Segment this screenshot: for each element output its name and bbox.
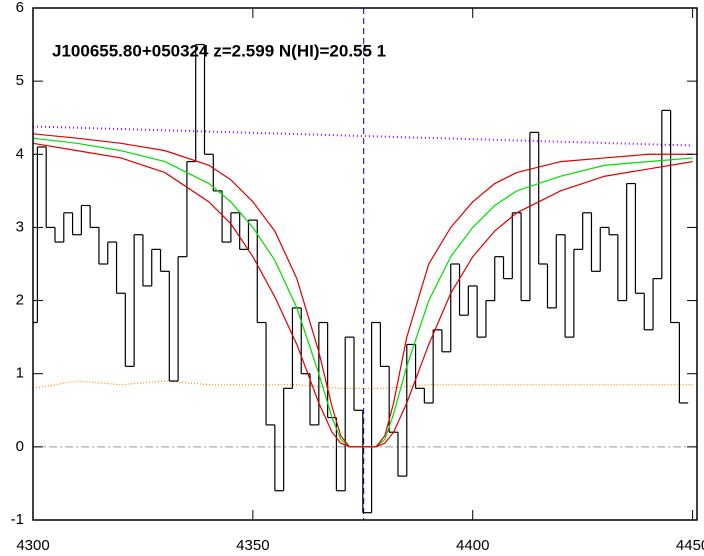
x-tick-label: 4450 — [676, 537, 704, 554]
y-tick-label: 3 — [16, 218, 24, 235]
y-tick-label: 2 — [16, 292, 24, 309]
y-tick-label: -1 — [11, 511, 24, 528]
x-tick-label: 4300 — [16, 537, 49, 554]
plot-frame — [32, 7, 698, 521]
model-fit — [33, 137, 693, 448]
plot-area — [33, 8, 697, 520]
model-fit — [33, 142, 693, 448]
error-spectrum — [33, 380, 693, 389]
x-tick-label: 4350 — [236, 537, 269, 554]
x-tick-label: 4400 — [456, 537, 489, 554]
y-tick-label: 1 — [16, 365, 24, 382]
y-tick-label: 4 — [16, 145, 24, 162]
continuum — [33, 125, 693, 147]
model-fit — [33, 133, 693, 448]
y-tick-label: 0 — [16, 438, 24, 455]
chart-title: J100655.80+050324 z=2.599 N(HI)=20.55 1 — [52, 41, 386, 60]
y-tick-label: 5 — [16, 72, 24, 89]
y-tick-label: 6 — [16, 0, 24, 16]
